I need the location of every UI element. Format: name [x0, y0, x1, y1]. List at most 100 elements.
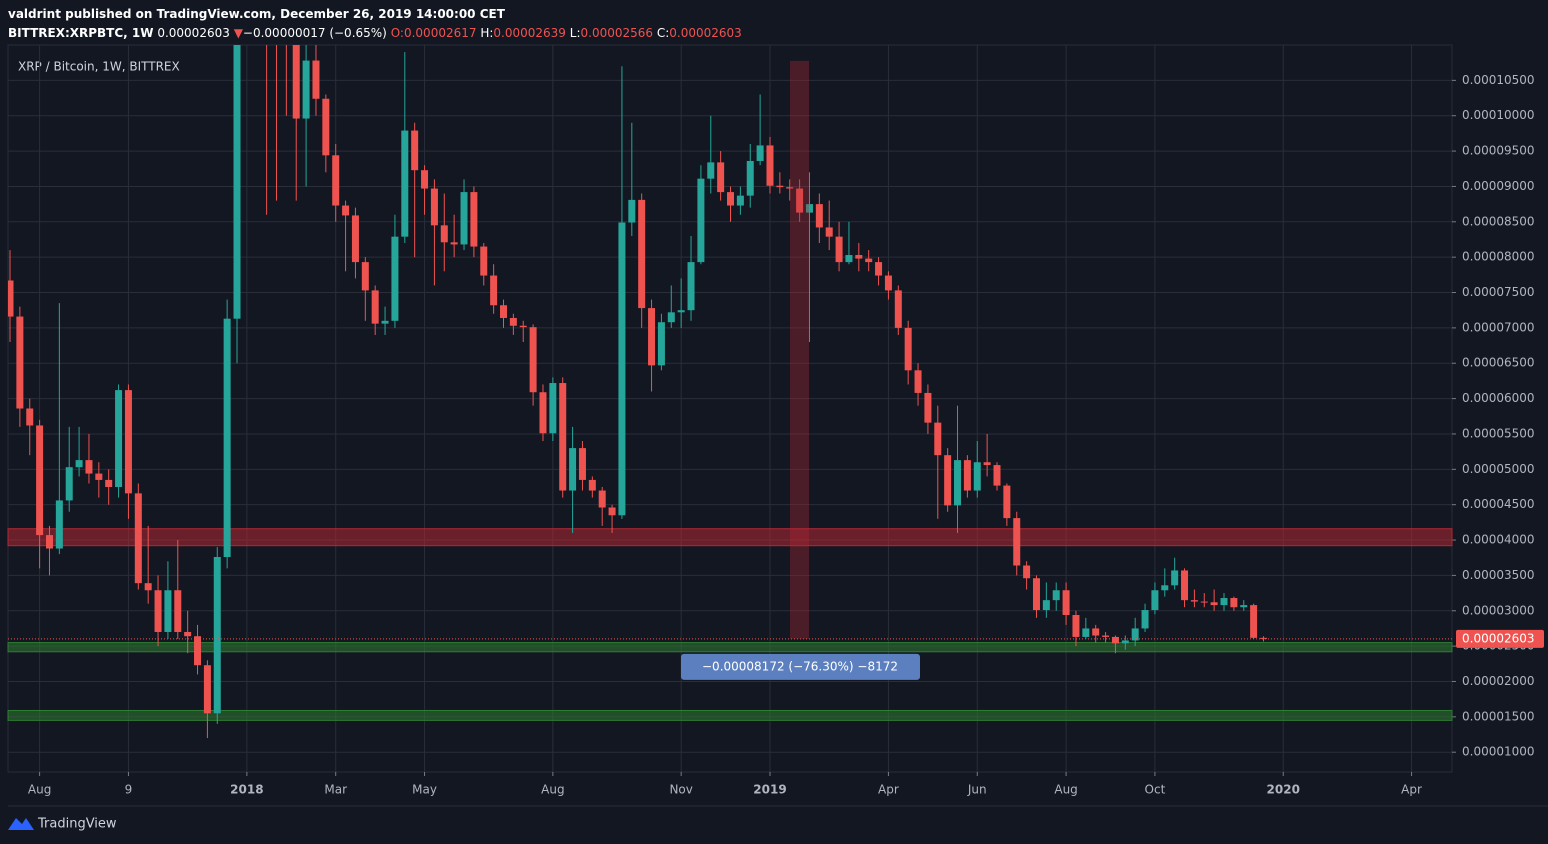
candle-body	[1230, 598, 1238, 608]
y-tick-label: 0.00007000	[1462, 320, 1535, 334]
candle-body	[736, 195, 744, 206]
candle-body	[1161, 585, 1169, 591]
candle-body	[184, 631, 192, 637]
candle-body	[450, 242, 458, 245]
y-tick-label: 0.00010500	[1462, 73, 1535, 87]
candle-body	[944, 455, 952, 506]
y-tick-label: 0.00009500	[1462, 144, 1535, 158]
y-tick-label: 0.00009000	[1462, 179, 1535, 193]
candle-body	[1220, 598, 1228, 606]
candle-body	[1042, 600, 1050, 611]
x-tick-label: Mar	[324, 783, 347, 797]
candle-body	[519, 325, 527, 328]
x-tick-label: Aug	[28, 783, 51, 797]
candle-body	[677, 310, 685, 313]
x-tick-label: Jun	[967, 783, 987, 797]
candle-body	[717, 162, 725, 193]
candle-body	[628, 199, 636, 223]
candles	[8, 45, 1267, 739]
candle-body	[687, 262, 695, 311]
candle-body	[983, 462, 991, 466]
candle-body	[884, 275, 892, 291]
x-tick-label: 2020	[1267, 783, 1300, 797]
candle-body	[1032, 578, 1040, 611]
candle-body	[845, 255, 853, 263]
candle-body	[1259, 637, 1267, 639]
candle-body	[529, 327, 537, 393]
candle-body	[776, 185, 784, 188]
plot-frame	[7, 44, 1453, 773]
candle-body	[1111, 636, 1119, 644]
candle-body	[342, 205, 350, 216]
x-tick-label: Apr	[1401, 783, 1422, 797]
y-tick-label: 0.00008000	[1462, 250, 1535, 264]
candle-body	[1023, 565, 1031, 579]
x-tick-label: 9	[125, 783, 133, 797]
candle-body	[588, 479, 596, 491]
candle-body	[667, 312, 675, 323]
brand: TradingView	[8, 817, 117, 832]
candle-body	[697, 178, 705, 263]
candle-body	[1003, 485, 1011, 519]
chart-title: XRP / Bitcoin, 1W, BITTREX	[18, 60, 180, 74]
zone	[7, 642, 1453, 653]
last-price-box	[1456, 629, 1544, 648]
candle-body	[559, 383, 567, 491]
candle-body	[746, 160, 754, 196]
candle-body	[1052, 590, 1060, 601]
candle-body	[1062, 590, 1070, 616]
candle-body	[855, 255, 863, 259]
y-tick-label: 0.00004500	[1462, 497, 1535, 511]
x-tick-label: Apr	[878, 783, 899, 797]
candle-body	[608, 507, 616, 516]
candle-body	[509, 317, 517, 326]
candle-body	[470, 192, 478, 247]
candle-body	[638, 199, 646, 309]
y-tick-label: 0.00002000	[1462, 674, 1535, 688]
candle-body	[164, 590, 172, 632]
symbol-line: BITTREX:XRPBTC, 1W 0.00002603 ▼−0.000000…	[8, 26, 742, 40]
candle-body	[727, 192, 735, 206]
measure-label: −0.00008172 (−76.30%) −8172	[702, 659, 898, 673]
y-tick-label: 0.00008500	[1462, 214, 1535, 228]
candle-body	[815, 204, 823, 228]
candle-body	[233, 45, 241, 319]
candle-body	[440, 225, 448, 243]
measure-box	[681, 653, 920, 680]
candle-body	[904, 327, 912, 371]
candle-body	[144, 583, 152, 591]
y-tick-label: 0.00006500	[1462, 356, 1535, 370]
candle-body	[421, 170, 429, 189]
brand-name: TradingView	[37, 817, 117, 832]
candle-body	[105, 479, 113, 487]
candle-body	[1092, 628, 1100, 636]
candle-body	[134, 493, 142, 584]
candle-body	[865, 258, 873, 263]
candle-body	[825, 227, 833, 237]
candle-body	[332, 155, 340, 206]
candle-body	[85, 460, 93, 474]
y-tick-label: 0.00005000	[1462, 462, 1535, 476]
candle-body	[963, 460, 971, 491]
y-tick-label: 0.00005500	[1462, 426, 1535, 440]
measure-range	[790, 60, 809, 639]
x-tick-label: Oct	[1145, 783, 1166, 797]
candle-body	[430, 188, 438, 226]
candle-body	[1121, 640, 1129, 644]
publisher: valdrint published on TradingView.com, D…	[8, 7, 506, 21]
y-tick-label: 0.00004000	[1462, 533, 1535, 547]
candle-body	[539, 392, 547, 434]
candle-body	[213, 557, 221, 714]
candle-body	[1131, 628, 1139, 641]
candle-body	[954, 460, 962, 506]
candle-body	[8, 280, 14, 317]
candle-body	[203, 665, 211, 714]
candle-body	[786, 187, 794, 189]
candle-body	[1171, 570, 1179, 586]
candle-body	[312, 60, 320, 99]
candle-body	[36, 425, 44, 536]
candle-body	[598, 490, 606, 508]
candle-body	[302, 60, 310, 119]
x-tick-label: May	[412, 783, 437, 797]
